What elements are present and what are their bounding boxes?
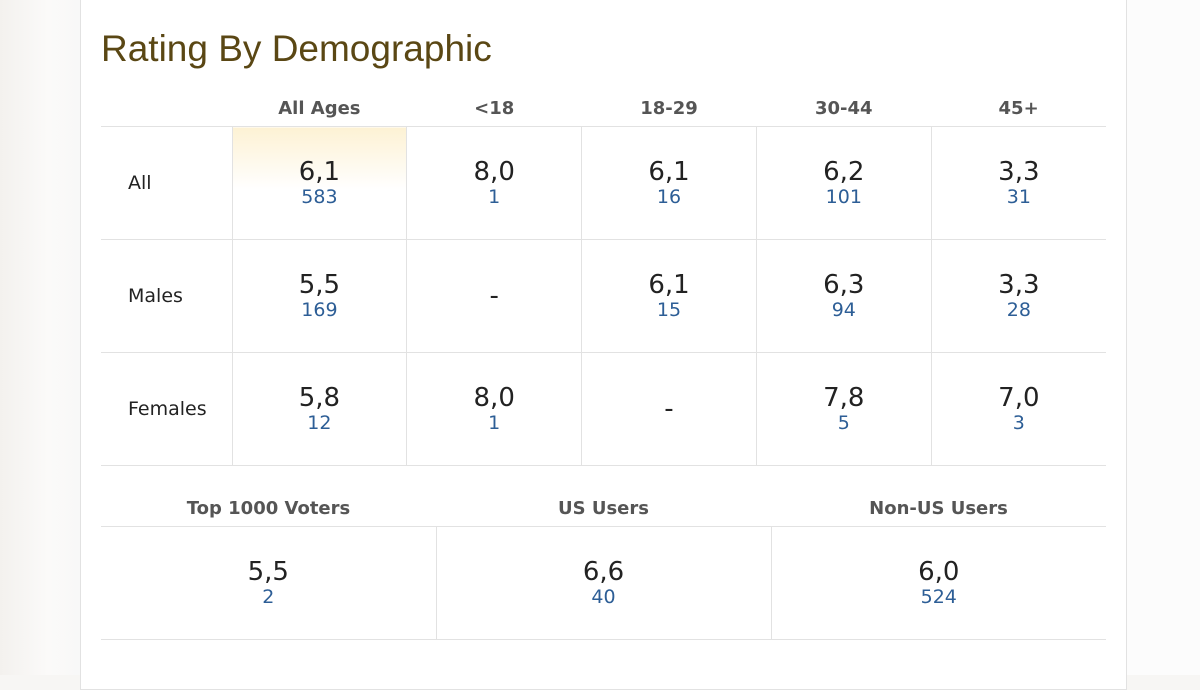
rating-value: 5,8 <box>298 383 341 413</box>
rating-value: 8,0 <box>473 383 515 413</box>
vote-count-link[interactable]: 2 <box>262 586 275 608</box>
section-title: Rating By Demographic <box>101 28 492 69</box>
vote-count-link[interactable]: 101 <box>825 186 862 208</box>
column-header: <18 <box>406 90 582 127</box>
vote-count-link[interactable]: 28 <box>1006 299 1031 321</box>
rating-value: 6,1 <box>648 157 690 187</box>
rating-value: 5,5 <box>298 270 341 300</box>
column-header: 30-44 <box>756 90 932 127</box>
rating-value: 6,6 <box>582 557 625 587</box>
rating-cell: 7,0 3 <box>930 352 1106 466</box>
rating-cell: 6,1 583 <box>231 126 407 240</box>
vote-count-link[interactable]: 40 <box>591 586 616 608</box>
table-row: All 6,1 583 8,0 1 6,1 16 6,2 101 3,3 31 <box>101 126 1106 240</box>
rating-cell: 8,0 1 <box>406 126 582 240</box>
row-label: All <box>101 126 232 240</box>
rating-cell: 5,5 2 <box>101 526 436 640</box>
rating-value: 3,3 <box>998 270 1040 300</box>
vote-count-link[interactable]: 583 <box>301 186 338 208</box>
rating-value: - <box>489 281 499 311</box>
column-header: US Users <box>436 490 771 527</box>
rating-value: 3,3 <box>998 157 1040 187</box>
row-label: Males <box>101 239 232 353</box>
rating-value: 8,0 <box>473 157 515 187</box>
vote-count-link[interactable]: 1 <box>488 412 501 434</box>
rating-cell: 3,3 28 <box>930 239 1106 353</box>
header-row: All Ages <18 18-29 30-44 45+ <box>101 90 1106 127</box>
rating-cell: 7,8 5 <box>755 352 932 466</box>
vote-count-link[interactable]: 1 <box>488 186 501 208</box>
row-label: Females <box>101 352 232 466</box>
rating-cell: 6,0 524 <box>770 526 1106 640</box>
right-margin <box>1127 0 1200 675</box>
corner-cell <box>101 90 232 127</box>
column-header: 18-29 <box>581 90 757 127</box>
vote-count-link[interactable]: 5 <box>837 412 850 434</box>
vote-count-link[interactable]: 94 <box>831 299 856 321</box>
rating-cell: - <box>581 352 757 466</box>
vote-count-link[interactable]: 31 <box>1006 186 1031 208</box>
rating-cell: 5,5 169 <box>231 239 407 353</box>
rating-cell: 6,2 101 <box>755 126 932 240</box>
user-group-table: Top 1000 Voters US Users Non-US Users 5,5 2… <box>101 490 1106 640</box>
column-header: Non-US Users <box>771 490 1106 527</box>
rating-cell: 6,3 94 <box>755 239 932 353</box>
rating-cell: 6,6 40 <box>435 526 771 640</box>
vote-count-link[interactable]: 16 <box>656 186 682 208</box>
rating-value: 7,0 <box>998 383 1040 413</box>
table-row: Females 5,8 12 8,0 1-7,8 5 7,0 3 <box>101 352 1106 466</box>
column-header: Top 1000 Voters <box>101 490 436 527</box>
vote-count-link[interactable]: 15 <box>656 299 682 321</box>
header-row: Top 1000 Voters US Users Non-US Users <box>101 490 1106 527</box>
vote-count-link[interactable]: 12 <box>307 412 332 434</box>
rating-value: 7,8 <box>823 383 865 413</box>
rating-cell: 6,1 15 <box>581 239 757 353</box>
vote-count-link[interactable]: 169 <box>301 299 338 321</box>
rating-cell: 6,1 16 <box>581 126 757 240</box>
rating-value: 6,1 <box>648 270 690 300</box>
rating-cell: 8,0 1 <box>406 352 582 466</box>
background-shade <box>0 0 80 675</box>
rating-value: 6,3 <box>823 270 865 300</box>
table-row: Males 5,5 169-6,1 15 6,3 94 3,3 28 <box>101 239 1106 353</box>
rating-cell: 5,8 12 <box>231 352 407 466</box>
table-row: 5,5 2 6,6 40 6,0 524 <box>101 526 1106 640</box>
rating-value: 6,1 <box>298 157 341 187</box>
rating-value: - <box>664 394 674 424</box>
demographic-table: All Ages <18 18-29 30-44 45+ All 6,1 583 8,0 1 6,… <box>101 90 1106 466</box>
rating-value: 5,5 <box>247 557 289 587</box>
vote-count-link[interactable]: 3 <box>1012 412 1025 434</box>
rating-cell: 3,3 31 <box>930 126 1106 240</box>
column-header: 45+ <box>931 90 1106 127</box>
rating-value: 6,0 <box>918 557 960 587</box>
rating-cell: - <box>406 239 582 353</box>
vote-count-link[interactable]: 524 <box>920 586 957 608</box>
rating-value: 6,2 <box>823 157 865 187</box>
column-header: All Ages <box>232 90 407 127</box>
